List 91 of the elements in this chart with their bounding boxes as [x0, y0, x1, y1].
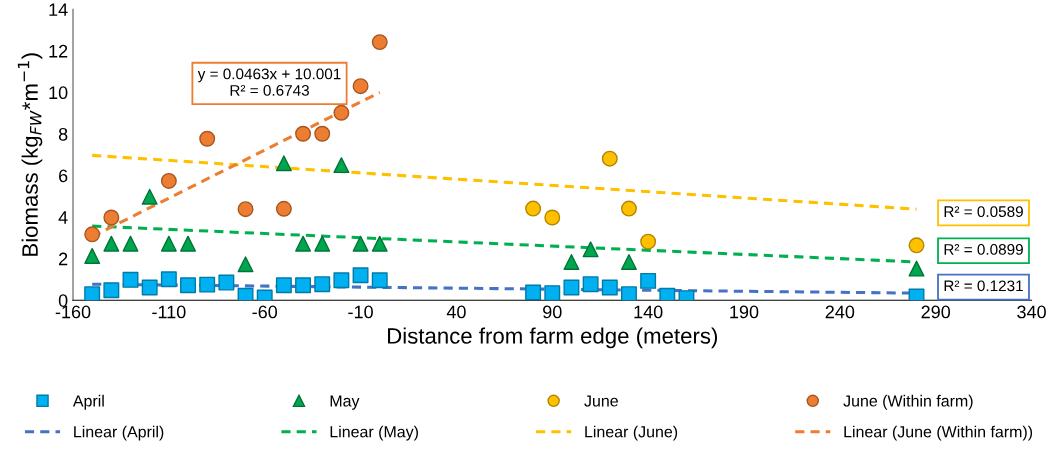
point [371, 272, 388, 289]
point [620, 253, 637, 270]
legend-label: June [584, 395, 618, 407]
x-tick-label: 90 [543, 305, 562, 319]
point [295, 277, 312, 294]
point [275, 155, 292, 172]
point [371, 235, 388, 252]
point [295, 235, 312, 252]
point [122, 271, 139, 288]
point [314, 276, 331, 293]
y-axis-title: Biomass (kg$_{FW}$*m$^{−1}$) [17, 53, 43, 256]
x-tick-label: 40 [446, 305, 466, 319]
point [84, 247, 101, 264]
point [103, 235, 120, 252]
annotation: R² = 0.0589 [944, 206, 1023, 218]
point [275, 200, 292, 217]
y-tick-label: 10 [49, 86, 68, 100]
point [180, 235, 197, 252]
y-tick-label: 2 [59, 252, 68, 266]
point [103, 282, 120, 299]
point [237, 287, 254, 301]
point [908, 260, 925, 277]
legend-label: Linear (June) [585, 425, 678, 441]
annotation: R² = 0.1231 [944, 280, 1023, 292]
x-tick-label: -60 [252, 305, 278, 319]
point [544, 209, 561, 226]
annotation: R² = 0.0899 [944, 244, 1023, 255]
point [333, 104, 350, 121]
point [563, 253, 580, 270]
point [141, 188, 158, 205]
point [620, 200, 637, 217]
legend-label: Linear (June (Within farm)) [844, 425, 1033, 441]
legend-label: Linear (April) [74, 425, 164, 441]
legend-label: April [72, 394, 104, 410]
point [640, 233, 657, 250]
point [352, 235, 369, 252]
point [218, 274, 235, 291]
x-tick-label: -110 [152, 305, 186, 319]
point [601, 150, 618, 167]
point [620, 286, 637, 301]
point [563, 279, 580, 296]
point [160, 172, 177, 189]
point [295, 125, 312, 142]
point [314, 235, 331, 252]
y-tick-label: 14 [49, 3, 68, 16]
point [371, 34, 388, 51]
point [333, 272, 350, 289]
x-tick-label: 290 [921, 305, 951, 319]
legend-label: Linear (May) [330, 425, 418, 441]
point [314, 125, 331, 142]
point [525, 200, 542, 217]
point [333, 157, 350, 174]
x-tick-label: 340 [1017, 305, 1046, 319]
x-tick-label: 140 [634, 305, 663, 319]
legend-label: June (Within farm) [843, 394, 973, 410]
point [908, 288, 925, 301]
point [582, 276, 599, 293]
point [601, 279, 618, 296]
point [275, 277, 292, 294]
y-tick-label: 4 [58, 211, 68, 224]
point [352, 78, 369, 95]
point [582, 241, 599, 258]
point [84, 286, 101, 301]
point [141, 279, 158, 296]
point [199, 276, 216, 293]
x-tick-label: 240 [825, 305, 855, 319]
point [237, 256, 254, 273]
y-tick-label: 6 [59, 169, 68, 183]
point [180, 277, 197, 294]
point [103, 209, 120, 226]
x-tick-label: -10 [348, 305, 373, 319]
point [525, 284, 542, 301]
point [544, 285, 561, 301]
point [640, 272, 657, 289]
point [160, 235, 177, 252]
x-tick-label: -160 [55, 305, 91, 319]
x-tick-label: 190 [730, 305, 759, 319]
legend-label: May [330, 395, 360, 410]
point [908, 237, 925, 254]
point [237, 201, 254, 218]
y-tick-label: 0 [58, 294, 68, 307]
point [199, 130, 216, 147]
point [122, 235, 139, 252]
point [352, 267, 369, 284]
point [160, 271, 177, 288]
annotation: y = 0.0463x + 10.001 R² = 0.6743 [197, 68, 341, 96]
point [84, 226, 101, 243]
y-tick-label: 8 [58, 127, 68, 141]
x-axis-title: Distance from farm edge (meters) [388, 327, 718, 349]
point [659, 287, 676, 301]
y-tick-label: 12 [49, 44, 68, 58]
